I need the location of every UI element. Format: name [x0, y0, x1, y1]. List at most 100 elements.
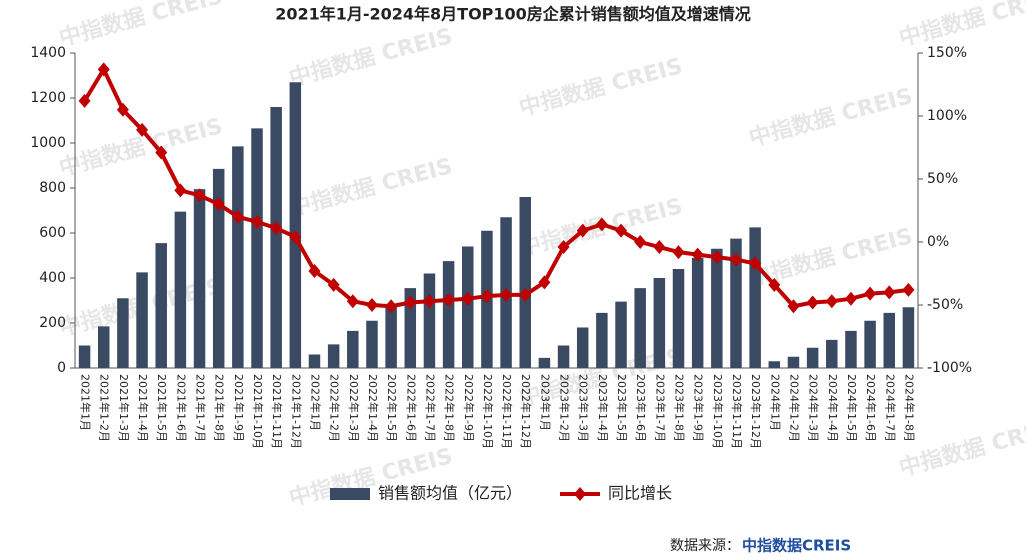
line-marker	[615, 223, 628, 238]
line-marker	[634, 235, 647, 249]
line-marker	[653, 240, 666, 255]
bar	[462, 246, 474, 368]
y2-tick-label: 0%	[927, 234, 949, 250]
y2-tick-label: 50%	[927, 171, 958, 187]
bar	[385, 303, 397, 368]
source-name: 中指数据CREIS	[742, 537, 851, 555]
x-tick-label: 2023年1-10月	[711, 374, 725, 449]
x-tick-label: 2023年1-12月	[749, 374, 763, 449]
line-marker	[251, 214, 264, 229]
bar	[557, 345, 570, 368]
bar	[442, 261, 455, 368]
x-tick-label: 2024年1-2月	[787, 374, 801, 442]
bar	[174, 211, 187, 368]
line-marker	[136, 122, 149, 137]
bar	[787, 356, 800, 368]
x-tick-label: 2021年1-12月	[289, 374, 303, 449]
chart-title: 2021年1月-2024年8月TOP100房企累计销售额均值及增速情况	[275, 5, 751, 24]
line-marker	[844, 291, 857, 306]
line-marker	[212, 197, 225, 212]
line-marker	[883, 285, 896, 300]
y-tick-label: 1400	[30, 45, 66, 61]
bar	[653, 278, 666, 368]
legend-swatch	[330, 488, 370, 500]
legend-label: 同比增长	[608, 484, 672, 503]
bar	[749, 227, 761, 368]
bar	[519, 197, 531, 368]
line-marker	[365, 298, 378, 312]
x-tick-label: 2022年1月	[308, 374, 322, 431]
line-marker	[174, 183, 187, 198]
line-marker	[308, 263, 321, 278]
bar	[136, 272, 148, 368]
x-tick-label: 2021年1-4月	[136, 374, 150, 442]
line-marker	[538, 275, 551, 290]
line-marker	[768, 277, 781, 292]
bar	[366, 320, 378, 368]
bar	[289, 82, 302, 368]
bar	[768, 361, 781, 368]
x-tick-label: 2022年1-9月	[462, 374, 476, 442]
line-marker	[519, 287, 532, 302]
line-marker	[270, 221, 283, 236]
line-marker	[231, 209, 244, 224]
bar	[251, 128, 263, 368]
x-tick-label: 2021年1-2月	[98, 374, 112, 442]
x-tick-label: 2022年1-4月	[366, 374, 380, 442]
bar	[864, 320, 876, 368]
bar	[883, 312, 896, 368]
source-label: 数据来源：	[670, 538, 740, 554]
line-marker	[595, 217, 608, 232]
line-marker	[691, 247, 704, 262]
line-marker	[672, 245, 685, 260]
line-marker	[346, 294, 359, 309]
x-tick-label: 2023年1-6月	[634, 374, 648, 442]
bar	[730, 238, 742, 368]
x-tick-label: 2021年1-11月	[270, 374, 284, 449]
line-marker	[97, 62, 110, 77]
bar	[347, 330, 359, 368]
x-tick-label: 2023年1-11月	[730, 374, 744, 449]
y-tick-label: 0	[57, 360, 66, 376]
line-marker	[385, 299, 398, 314]
watermark: 中指数据 CREIS	[896, 0, 1026, 52]
line-marker	[729, 252, 742, 267]
line-marker	[825, 294, 838, 309]
bar	[404, 288, 417, 368]
watermark: 中指数据 CREIS	[286, 153, 455, 222]
bar	[97, 326, 110, 368]
x-tick-label: 2024年1-3月	[807, 374, 821, 442]
y-tick-label: 800	[39, 180, 66, 196]
watermark: 中指数据 CREIS	[286, 23, 455, 92]
line-marker	[576, 223, 589, 238]
legend-label: 销售额均值（亿元）	[378, 484, 522, 503]
x-tick-label: 2023年1-7月	[653, 374, 667, 442]
x-tick-label: 2023年1-3月	[577, 374, 591, 442]
bar	[826, 339, 838, 368]
x-tick-label: 2023年1-4月	[596, 374, 610, 442]
bar	[78, 345, 91, 368]
y-tick-label: 1200	[30, 90, 66, 106]
y-tick-label: 200	[39, 315, 66, 331]
bar	[902, 307, 915, 368]
x-tick-label: 2024年1月	[768, 374, 782, 431]
line-marker	[500, 287, 513, 302]
y2-tick-label: -50%	[927, 297, 963, 313]
bar	[538, 357, 551, 368]
line-marker	[289, 229, 302, 244]
line-marker	[749, 256, 762, 271]
bar	[155, 243, 167, 368]
line-marker	[78, 93, 91, 108]
y2-tick-label: -100%	[927, 360, 972, 376]
bar	[193, 189, 206, 368]
line-marker	[442, 292, 455, 307]
x-tick-label: 2024年1-5月	[845, 374, 859, 442]
x-tick-label: 2021年1-3月	[117, 374, 131, 442]
x-tick-label: 2021年1-9月	[232, 374, 246, 442]
legend-marker	[574, 487, 586, 501]
x-tick-label: 2022年1-3月	[347, 374, 361, 442]
y-tick-label: 400	[39, 270, 66, 286]
bar	[672, 269, 685, 368]
line-marker	[461, 291, 474, 306]
